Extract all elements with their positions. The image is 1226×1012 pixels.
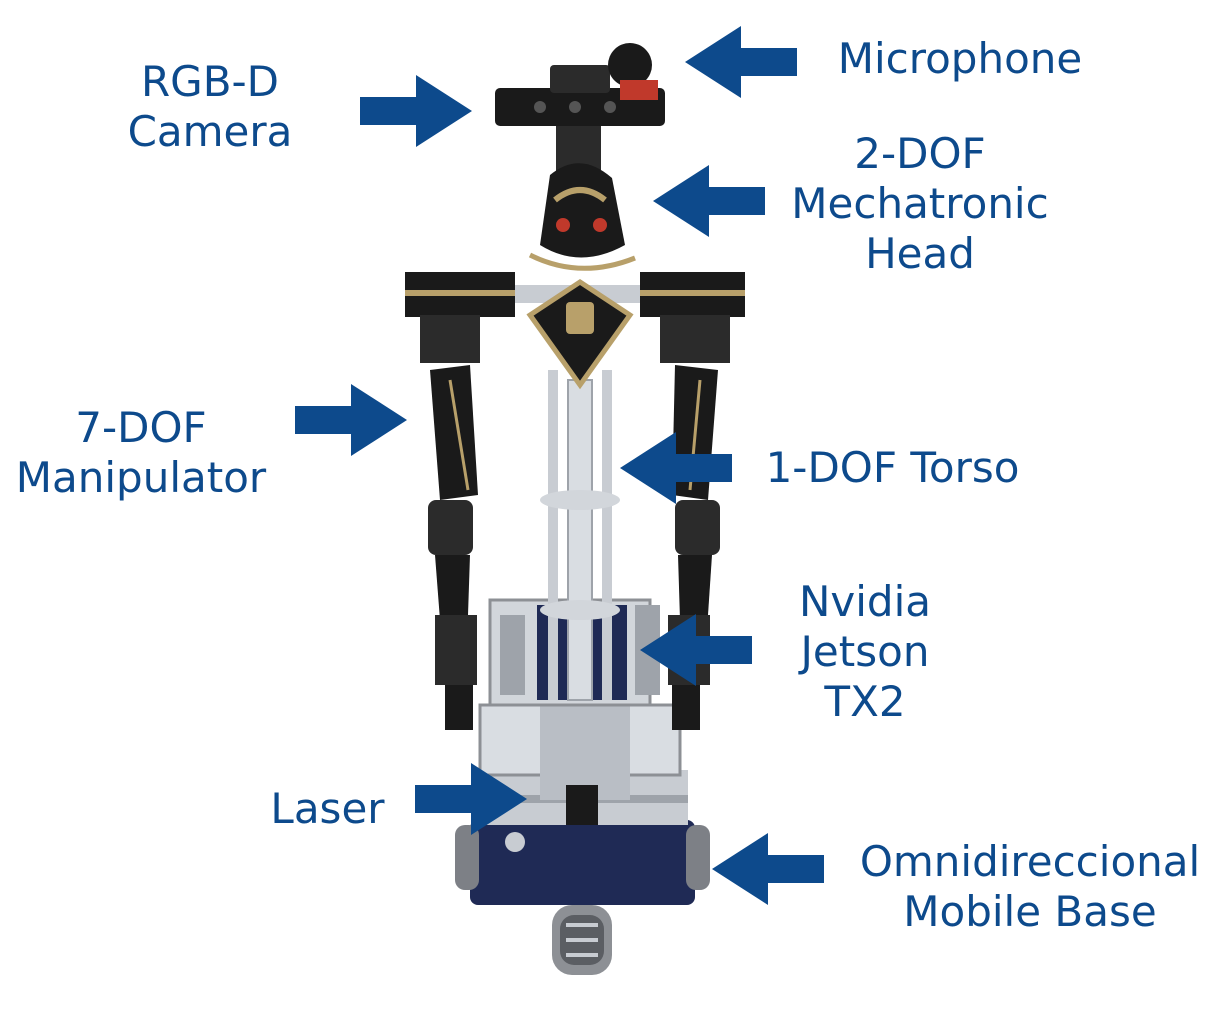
rgbd-camera-arrow-icon [360, 75, 472, 147]
torso-arrow-icon [620, 432, 732, 504]
label-manipulator: 7-DOF Manipulator [15, 403, 267, 502]
label-laser: Laser [270, 784, 385, 833]
label-mechatronic-head: 2-DOF Mechatronic Head [791, 129, 1049, 278]
laser-arrow-icon [415, 763, 527, 835]
jetson-arrow-icon [640, 614, 752, 686]
microphone-arrow-icon [685, 26, 797, 98]
head-arrow-icon [653, 165, 765, 237]
label-jetson: Nvidia Jetson TX2 [798, 577, 931, 726]
torso-column [540, 370, 620, 701]
left-arm [420, 315, 480, 730]
label-rgbd-camera: RGB-D Camera [127, 57, 293, 156]
base-arrow-icon [712, 833, 824, 905]
microphone-device [608, 43, 658, 100]
front-omni-wheel [552, 905, 612, 975]
label-mobile-base: Omnidireccional Mobile Base [859, 837, 1201, 936]
shoulder-bar [405, 272, 745, 390]
label-microphone: Microphone [837, 34, 1083, 83]
label-torso: 1-DOF Torso [765, 443, 1020, 492]
mechatronic-head [528, 125, 636, 271]
manipulator-arrow-icon [295, 384, 407, 456]
